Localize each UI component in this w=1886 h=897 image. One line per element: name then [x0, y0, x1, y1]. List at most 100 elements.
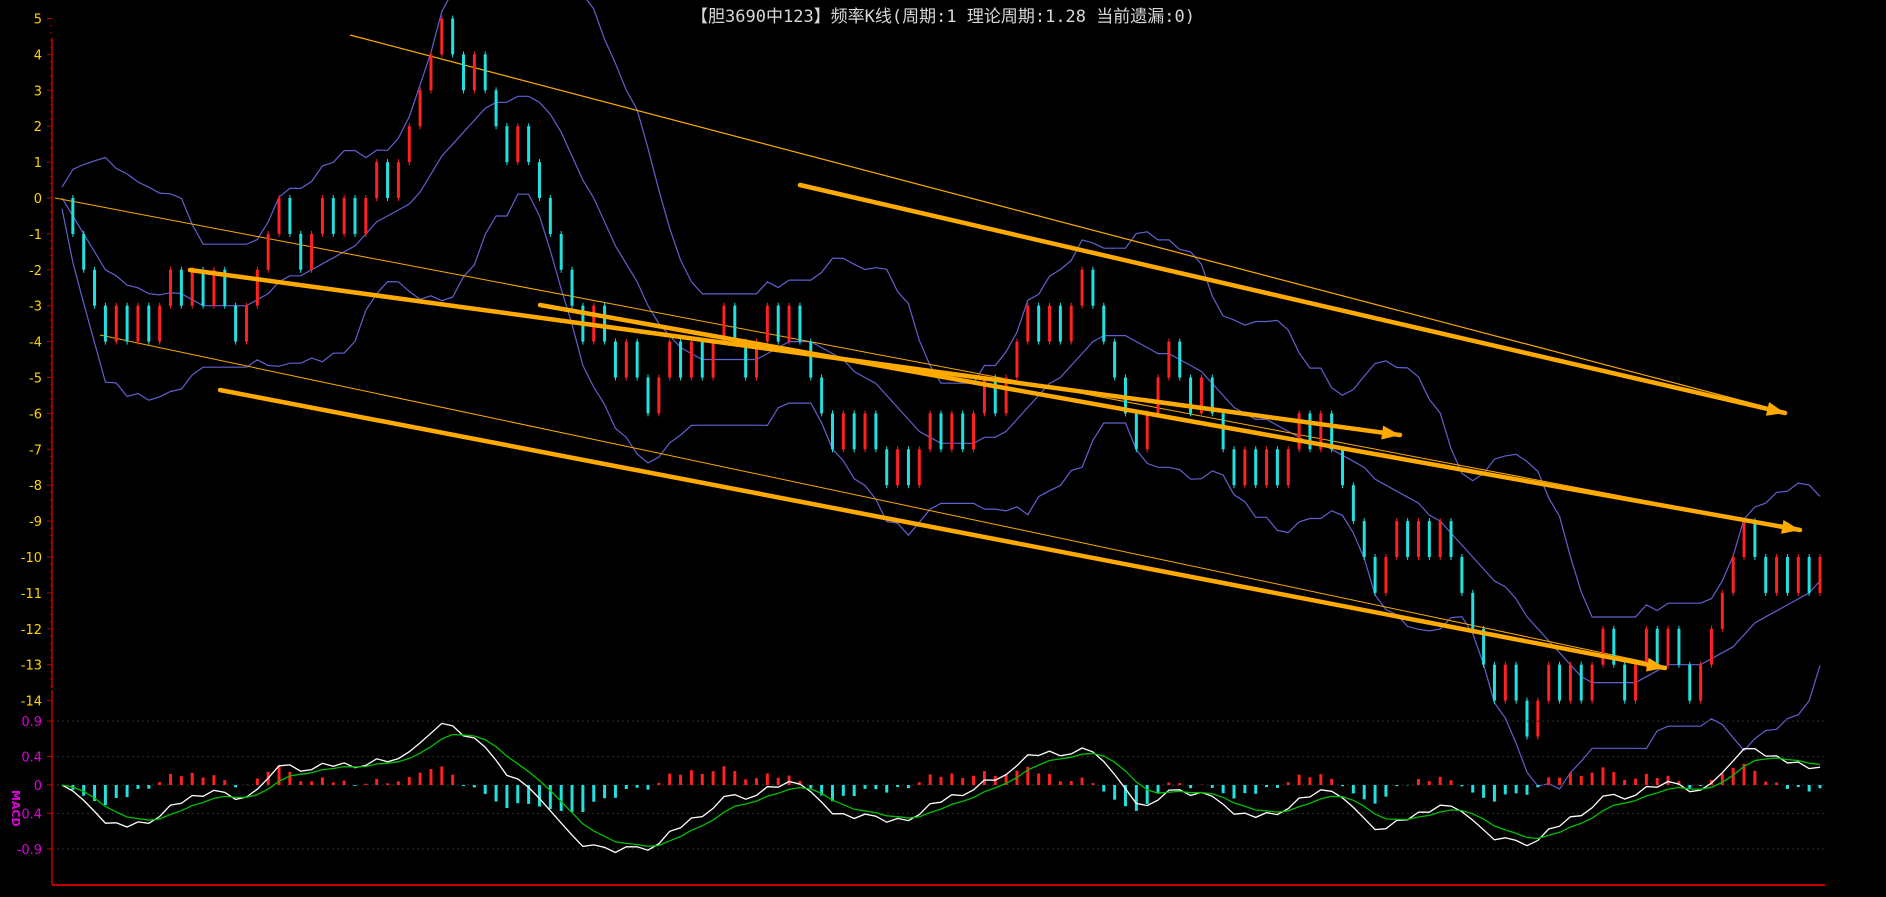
- candle-down: [527, 126, 531, 163]
- candle-up: [1015, 341, 1019, 378]
- candle-down: [1612, 628, 1616, 665]
- candle-down: [1427, 521, 1431, 557]
- candle-down: [993, 377, 997, 414]
- trend-arrow-upper-head: [1765, 402, 1785, 416]
- macd-label: MACD: [9, 790, 22, 827]
- candle-up: [1568, 664, 1572, 701]
- macd-tick-label: -0.9: [17, 843, 42, 858]
- candle-up: [982, 377, 986, 414]
- candle-down: [1460, 557, 1464, 593]
- candle-up: [1709, 628, 1713, 665]
- candle-up: [1156, 377, 1160, 414]
- main-tick-label: -3: [29, 300, 42, 315]
- candle-down: [234, 305, 238, 342]
- candle-up: [136, 305, 140, 342]
- candle-down: [1341, 449, 1345, 486]
- candle-down: [494, 90, 498, 127]
- channel-line-middle: [54, 197, 1801, 531]
- candle-up: [364, 198, 368, 234]
- macd-lines: [61, 722, 1821, 854]
- candle-down: [288, 198, 292, 234]
- candle-up: [1265, 449, 1269, 486]
- candle-down: [939, 413, 943, 450]
- candle-up: [516, 126, 520, 163]
- candle-down: [1210, 377, 1214, 414]
- candle-up: [255, 269, 259, 306]
- candle-down: [71, 198, 75, 234]
- trend-arrow-upper: [797, 182, 1788, 416]
- chart-title: 【胆3690中123】频率K线(周期:1 理论周期:1.28 当前遗漏:0): [691, 7, 1195, 27]
- candle-down: [679, 341, 683, 378]
- main-tick-label: -10: [21, 551, 42, 566]
- candle-up: [1004, 377, 1008, 414]
- main-tick-label: -6: [29, 407, 42, 422]
- candle-down: [1449, 521, 1453, 557]
- candle-up: [1536, 700, 1540, 737]
- macd-y-axis: 0.9 0.4 0 -0.4 -0.9: [17, 690, 1825, 886]
- candle-up: [1775, 557, 1779, 593]
- candle-down: [1308, 413, 1312, 450]
- candle-down: [1232, 449, 1236, 486]
- candle-up: [841, 413, 845, 450]
- candle-down: [1102, 305, 1106, 342]
- candle-down: [1558, 664, 1562, 701]
- candle-down: [1764, 557, 1768, 593]
- candle-down: [1091, 269, 1095, 306]
- main-tick-label: -2: [29, 264, 42, 279]
- candle-up: [787, 305, 791, 342]
- candle-up: [668, 341, 672, 378]
- candlesticks: [71, 15, 1822, 740]
- candle-down: [798, 305, 802, 342]
- candle-up: [1167, 341, 1171, 378]
- trend-arrow-lower-head: [1646, 657, 1665, 672]
- candle-down: [1134, 413, 1138, 450]
- candle-up: [396, 162, 400, 198]
- main-y-axis: 5 4 3 2 1 0 -1 -2 -3 -4 -5 -6 -7 -8 -9 -10 -11 -12 -13 -14: [21, 13, 53, 710]
- candle-down: [809, 341, 813, 378]
- candle-up: [342, 198, 346, 234]
- candle-down: [885, 449, 889, 486]
- candle-up: [429, 54, 433, 91]
- candle-up: [1720, 592, 1724, 629]
- macd-tick-label: 0.4: [21, 751, 42, 766]
- candle-down: [125, 305, 129, 342]
- main-tick-label: -11: [21, 587, 42, 602]
- candle-down: [1362, 521, 1366, 557]
- main-tick-label: 2: [34, 120, 42, 135]
- candle-up: [1666, 628, 1670, 665]
- candle-down: [1113, 341, 1117, 378]
- candle-down: [603, 305, 607, 342]
- candle-down: [1753, 521, 1757, 557]
- candle-down: [93, 269, 97, 306]
- candle-up: [711, 341, 715, 378]
- candle-down: [820, 377, 824, 414]
- macd-tick-label: 0.9: [21, 715, 42, 730]
- candle-up: [1731, 557, 1735, 593]
- candle-up: [1416, 521, 1420, 557]
- main-tick-label: 0: [34, 192, 42, 207]
- candle-up: [624, 341, 628, 378]
- candle-down: [1330, 413, 1334, 450]
- candle-up: [1438, 521, 1442, 557]
- candle-up: [158, 305, 162, 342]
- candle-down: [179, 269, 183, 306]
- candle-down: [483, 54, 487, 91]
- candle-down: [776, 305, 780, 342]
- candle-down: [1525, 700, 1529, 737]
- candle-up: [950, 413, 954, 450]
- candle-down: [874, 413, 878, 450]
- bollinger-lower: [61, 193, 1821, 790]
- candle-up: [1601, 628, 1605, 665]
- candle-up: [689, 341, 693, 378]
- channel-line-upper: [349, 34, 1786, 413]
- candle-down: [548, 198, 552, 234]
- macd-dea-line: [61, 733, 1821, 848]
- candle-up: [1080, 269, 1084, 306]
- candle-up: [972, 413, 976, 450]
- candle-up: [114, 305, 118, 342]
- candle-up: [1644, 628, 1648, 665]
- candle-down: [1807, 557, 1811, 593]
- candle-up: [244, 305, 248, 342]
- macd-tick-label: 0: [34, 779, 42, 794]
